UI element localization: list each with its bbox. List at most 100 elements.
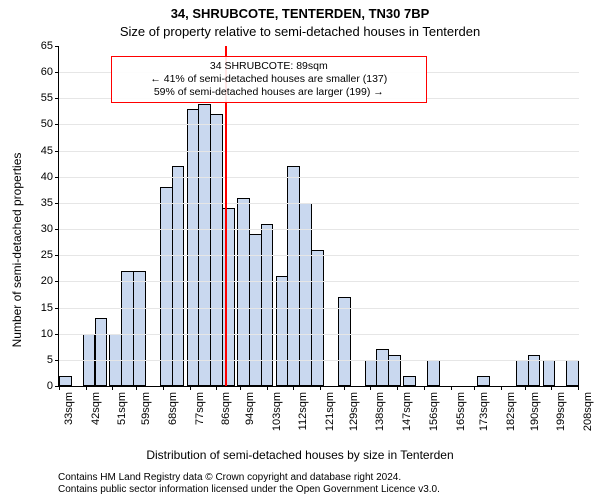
xtick-label: 77sqm: [194, 392, 206, 425]
gridline: [59, 229, 579, 230]
ytick-label: 40: [41, 171, 53, 183]
histogram-bar: [338, 297, 351, 386]
ytick-label: 65: [41, 40, 53, 52]
xtick-mark: [370, 386, 371, 390]
histogram-bar: [95, 318, 108, 386]
ytick-label: 50: [41, 118, 53, 130]
xtick-label: 94sqm: [244, 392, 256, 425]
histogram-bar: [261, 224, 274, 386]
ytick-label: 5: [47, 354, 53, 366]
annotation-line-1: ← 41% of semi-detached houses are smalle…: [118, 73, 420, 86]
histogram-bar: [172, 166, 185, 386]
annotation-line-0: 34 SHRUBCOTE: 89sqm: [118, 60, 420, 73]
chart-plot-area: 0510152025303540455055606533sqm42sqm51sq…: [58, 46, 579, 387]
ytick-mark: [55, 151, 59, 152]
histogram-bar: [210, 114, 223, 386]
ytick-mark: [55, 229, 59, 230]
histogram-bar: [403, 376, 416, 386]
xtick-mark: [451, 386, 452, 390]
ytick-mark: [55, 334, 59, 335]
xtick-mark: [320, 386, 321, 390]
xtick-mark: [267, 386, 268, 390]
histogram-bar: [121, 271, 134, 386]
xtick-mark: [551, 386, 552, 390]
gridline: [59, 151, 579, 152]
xtick-label: 129sqm: [348, 392, 360, 431]
xtick-mark: [344, 386, 345, 390]
xtick-mark: [136, 386, 137, 390]
histogram-bar: [566, 360, 579, 386]
xtick-label: 42sqm: [90, 392, 102, 425]
xtick-label: 173sqm: [478, 392, 490, 431]
xtick-label: 182sqm: [505, 392, 517, 431]
histogram-bar: [516, 360, 529, 386]
gridline: [59, 177, 579, 178]
ytick-label: 20: [41, 275, 53, 287]
xtick-label: 199sqm: [555, 392, 567, 431]
xtick-mark: [474, 386, 475, 390]
xtick-mark: [190, 386, 191, 390]
gridline: [59, 281, 579, 282]
xtick-mark: [501, 386, 502, 390]
histogram-bar: [198, 104, 211, 386]
xtick-label: 33sqm: [63, 392, 75, 425]
ytick-mark: [55, 308, 59, 309]
histogram-bar: [427, 360, 440, 386]
xtick-label: 86sqm: [220, 392, 232, 425]
gridline: [59, 308, 579, 309]
ytick-label: 30: [41, 223, 53, 235]
ytick-mark: [55, 255, 59, 256]
xtick-label: 208sqm: [582, 392, 594, 431]
histogram-bar: [299, 203, 312, 386]
xtick-label: 138sqm: [374, 392, 386, 431]
histogram-bar: [376, 349, 389, 386]
ytick-label: 60: [41, 66, 53, 78]
attribution: Contains HM Land Registry data © Crown c…: [58, 472, 590, 496]
attribution-line-1: Contains HM Land Registry data © Crown c…: [58, 472, 590, 484]
xtick-label: 190sqm: [529, 392, 541, 431]
ytick-label: 45: [41, 145, 53, 157]
ytick-mark: [55, 124, 59, 125]
ytick-label: 55: [41, 92, 53, 104]
histogram-bar: [237, 198, 250, 386]
xtick-label: 156sqm: [428, 392, 440, 431]
xtick-mark: [59, 386, 60, 390]
histogram-bar: [276, 276, 289, 386]
ytick-mark: [55, 72, 59, 73]
x-axis-label: Distribution of semi-detached houses by …: [0, 448, 600, 462]
ytick-mark: [55, 98, 59, 99]
xtick-mark: [163, 386, 164, 390]
xtick-label: 147sqm: [401, 392, 413, 431]
xtick-label: 112sqm: [297, 392, 309, 430]
ytick-label: 15: [41, 302, 53, 314]
histogram-bar: [311, 250, 324, 386]
xtick-label: 121sqm: [324, 392, 336, 431]
histogram-bar: [477, 376, 490, 386]
ytick-mark: [55, 281, 59, 282]
ytick-mark: [55, 46, 59, 47]
y-axis-label: Number of semi-detached properties: [10, 150, 30, 350]
xtick-mark: [216, 386, 217, 390]
xtick-label: 103sqm: [271, 392, 283, 431]
xtick-mark: [397, 386, 398, 390]
histogram-bar: [365, 360, 378, 386]
xtick-mark: [240, 386, 241, 390]
ytick-label: 10: [41, 328, 53, 340]
annotation-line-2: 59% of semi-detached houses are larger (…: [118, 86, 420, 99]
histogram-bar: [249, 234, 262, 386]
xtick-mark: [578, 386, 579, 390]
ytick-mark: [55, 360, 59, 361]
ytick-label: 25: [41, 249, 53, 261]
xtick-mark: [293, 386, 294, 390]
histogram-bar: [543, 360, 556, 386]
attribution-line-2: Contains public sector information licen…: [58, 484, 590, 496]
annotation-box: 34 SHRUBCOTE: 89sqm← 41% of semi-detache…: [111, 56, 427, 103]
histogram-bar: [133, 271, 146, 386]
ytick-mark: [55, 177, 59, 178]
ytick-mark: [55, 203, 59, 204]
xtick-label: 165sqm: [455, 392, 467, 431]
xtick-mark: [86, 386, 87, 390]
gridline: [59, 334, 579, 335]
xtick-mark: [525, 386, 526, 390]
xtick-label: 51sqm: [116, 392, 128, 425]
